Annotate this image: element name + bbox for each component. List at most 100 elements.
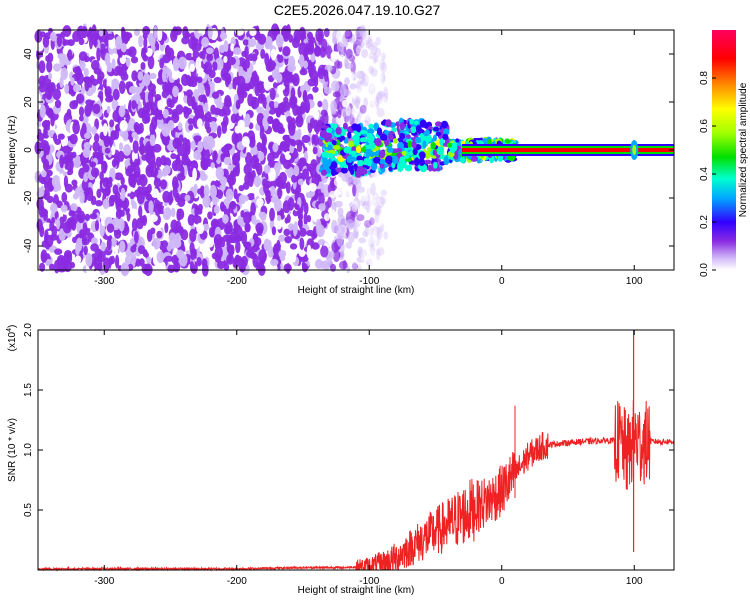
spectrogram-noise-cell: [268, 100, 276, 109]
spectrogram-noise-cell: [240, 255, 248, 268]
spectrogram-noise-cell: [211, 196, 220, 204]
snr-y-label: SNR (10 * v/v): [7, 418, 18, 482]
spectrogram-noise-cell: [79, 191, 85, 204]
spectrogram-signal-cell: [432, 149, 437, 156]
spectrogram-noise-cell: [380, 61, 387, 74]
spectrogram-noise-cell: [320, 182, 325, 194]
spectrogram-noise-cell: [127, 185, 132, 194]
spectrogram-noise-cell: [114, 244, 119, 258]
spectrogram-noise-cell: [104, 52, 111, 66]
spectrogram-y-tick-label: 20: [23, 96, 34, 108]
spectrogram-noise-cell: [118, 105, 126, 118]
spectrogram-noise-cell: [223, 156, 232, 166]
spectrogram-noise-cell: [82, 76, 92, 83]
spectrogram-noise-cell: [363, 85, 369, 92]
spectrogram-noise-cell: [190, 248, 195, 261]
snr-frame: [37, 329, 675, 571]
spectrogram-signal-cell: [440, 120, 449, 129]
spectrogram-noise-cell: [304, 99, 311, 114]
spectrogram-signal-cell: [415, 136, 422, 144]
spectrogram-noise-cell: [72, 120, 80, 135]
spectrogram-noise-cell: [205, 83, 211, 97]
spectrogram-noise-cell: [256, 106, 264, 114]
snr-y-tick-label: 0.5: [23, 503, 34, 517]
snr-y-multiplier: (x104): [6, 325, 18, 352]
spectrogram-noise-cell: [362, 205, 370, 215]
spectrogram-signal-cell: [366, 158, 372, 167]
spectrogram-signal-cell: [388, 166, 393, 172]
spectrogram-noise-cell: [78, 214, 83, 223]
spectrogram-noise-cell: [207, 211, 213, 220]
spectrogram-noise-cell: [317, 31, 323, 46]
spectrogram-noise-cell: [128, 46, 137, 58]
spectrogram-noise-cell: [295, 115, 303, 124]
spectrogram-noise-cell: [370, 68, 378, 77]
spectrogram-noise-cell: [378, 30, 388, 38]
spectrogram-signal-cell: [424, 129, 430, 136]
spectrogram-noise-cell: [57, 133, 65, 140]
spectrogram-noise-cell: [120, 187, 126, 201]
spectrogram-noise-cell: [105, 96, 114, 103]
spectrogram-noise-cell: [126, 207, 131, 222]
spectrogram-noise-cell: [260, 48, 266, 60]
spectrogram-noise-cell: [373, 56, 379, 63]
spectrogram-noise-cell: [128, 37, 137, 46]
spectrogram-noise-cell: [275, 177, 282, 186]
spectrogram-signal-cell: [358, 130, 367, 135]
spectrogram-noise-cell: [225, 188, 234, 202]
spectrogram-noise-cell: [152, 237, 161, 250]
spectrogram-noise-cell: [134, 134, 139, 142]
spectrogram-noise-cell: [349, 83, 358, 90]
spectrogram-noise-cell: [337, 109, 342, 119]
spectrogram-noise-cell: [156, 113, 164, 121]
spectrogram-noise-cell: [286, 214, 291, 224]
spectrogram-noise-cell: [39, 80, 45, 89]
spectrogram-noise-cell: [283, 228, 291, 237]
spectrogram-noise-cell: [211, 91, 220, 99]
spectrogram-spike-core: [632, 145, 637, 155]
spectrogram-noise-cell: [83, 142, 91, 150]
spectrogram-signal-cell: [418, 157, 425, 167]
spectrogram-noise-cell: [106, 237, 112, 251]
spectrogram-noise-cell: [269, 207, 275, 222]
spectrogram-noise-cell: [128, 85, 138, 94]
spectrogram-noise-cell: [368, 236, 375, 248]
spectrogram-noise-cell: [269, 185, 276, 197]
spectrogram-noise-cell: [332, 37, 338, 45]
spectrogram-noise-cell: [129, 237, 136, 245]
spectrogram-noise-cell: [104, 147, 111, 154]
spectrogram-noise-cell: [142, 190, 150, 197]
spectrogram-noise-cell: [223, 40, 229, 52]
spectrogram-noise-cell: [381, 52, 386, 61]
spectrogram-noise-cell: [381, 214, 386, 222]
spectrogram-signal-cell: [414, 157, 420, 167]
spectrogram-noise-cell: [253, 175, 262, 188]
spectrogram-noise-cell: [197, 80, 202, 94]
spectrogram-noise-cell: [84, 213, 91, 222]
spectrogram-noise-cell: [383, 231, 389, 240]
spectrogram-signal-cell: [397, 165, 404, 172]
spectrogram-noise-cell: [193, 135, 202, 142]
spectrogram-noise-cell: [242, 211, 252, 224]
spectrogram-noise-cell: [194, 204, 199, 218]
spectrogram-noise-cell: [269, 258, 279, 267]
spectrogram-noise-cell: [196, 76, 203, 84]
spectrogram-noise-cell: [249, 252, 257, 260]
spectrogram-noise-cell: [201, 258, 208, 269]
spectrogram-noise-cell: [367, 223, 375, 233]
spectrogram-noise-cell: [157, 99, 164, 111]
spectrogram-noise-cell: [200, 157, 209, 171]
spectrogram-noise-cell: [276, 73, 283, 83]
spectrogram-signal-cell: [378, 150, 386, 159]
spectrogram-noise-cell: [365, 42, 371, 49]
spectrogram-noise-cell: [219, 201, 225, 212]
snr-x-tick-label: -300: [94, 576, 114, 587]
colorbar-tick-label: 0.4: [699, 167, 710, 181]
spectrogram-noise-cell: [291, 174, 298, 183]
colorbar-tick-label: 0.8: [699, 71, 710, 85]
spectrogram-noise-cell: [277, 215, 282, 222]
spectrogram-noise-cell: [318, 192, 325, 207]
spectrogram-noise-cell: [78, 51, 88, 62]
spectrogram-noise-cell: [94, 220, 100, 232]
spectrogram-signal-cell: [392, 138, 399, 144]
